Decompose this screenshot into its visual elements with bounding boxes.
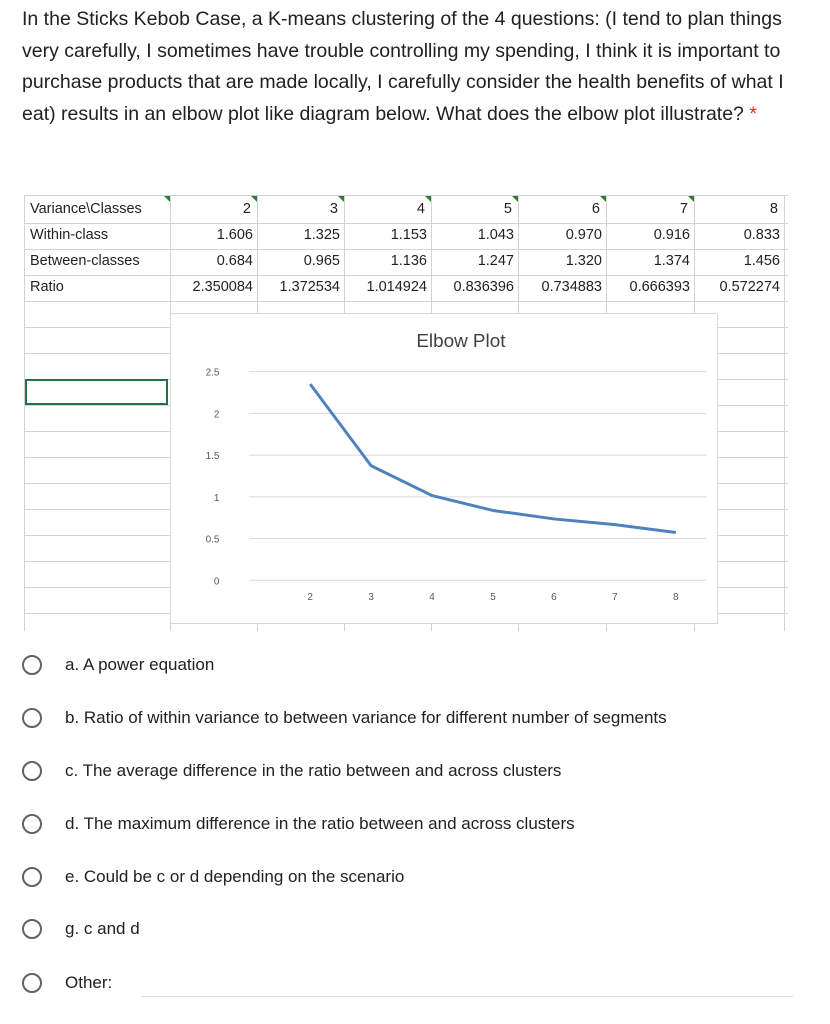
option-label: a. A power equation	[65, 655, 215, 674]
y-tick-label: 1.5	[206, 451, 220, 462]
option-d[interactable]: d. The maximum difference in the ratio b…	[22, 804, 802, 844]
value-cell: 1.043	[477, 227, 514, 243]
class-header-cell: 2	[242, 201, 251, 217]
value-cell: 1.136	[390, 253, 427, 269]
radio-button[interactable]	[22, 655, 42, 675]
header-label-cell: Variance\Classes	[30, 201, 142, 217]
option-b[interactable]: b. Ratio of within variance to between v…	[22, 698, 802, 738]
value-cell: 1.320	[565, 253, 602, 269]
ratio-series-line	[309, 383, 677, 534]
value-cell: 0.836396	[453, 279, 514, 295]
option-e[interactable]: e. Could be c or d depending on the scen…	[22, 857, 802, 897]
question-title: In the Sticks Kebob Case, a K-means clus…	[22, 8, 784, 125]
option-g[interactable]: g. c and d	[22, 909, 802, 949]
value-cell: 1.606	[216, 227, 253, 243]
required-asterisk: *	[749, 102, 757, 125]
value-cell: 0.916	[653, 227, 690, 243]
x-tick-label: 8	[673, 592, 679, 603]
x-tick-label: 6	[551, 592, 557, 603]
class-header-cell: 8	[769, 201, 778, 217]
class-header-cell: 3	[329, 201, 338, 217]
radio-button[interactable]	[22, 814, 42, 834]
value-cell: 0.684	[216, 253, 253, 269]
option-label: Other:	[65, 973, 113, 992]
radio-button[interactable]	[22, 867, 42, 887]
option-label: c. The average difference in the ratio b…	[65, 761, 562, 780]
value-cell: 1.374	[653, 253, 690, 269]
class-header-cell: 4	[416, 201, 425, 217]
value-cell: 1.153	[390, 227, 427, 243]
x-tick-label: 5	[490, 592, 496, 603]
option-other[interactable]: Other:	[22, 963, 802, 1003]
x-tick-label: 4	[429, 592, 435, 603]
option-label: b. Ratio of within variance to between v…	[65, 708, 667, 727]
y-tick-label: 2.5	[206, 368, 220, 379]
y-tick-label: 0.5	[206, 535, 220, 546]
value-cell: 1.014924	[366, 279, 427, 295]
elbow-plot-chart: Elbow Plot 0 0.5 1 1.5 2 2.5 2 3 4 5 6 7 8	[170, 313, 718, 624]
radio-button[interactable]	[22, 973, 42, 993]
value-cell: 1.372534	[279, 279, 340, 295]
question-text: In the Sticks Kebob Case, a K-means clus…	[22, 4, 812, 130]
value-cell: 0.572274	[719, 279, 780, 295]
chart-title: Elbow Plot	[416, 330, 506, 351]
row-label-cell: Between-classes	[30, 253, 140, 269]
class-header-cell: 5	[503, 201, 512, 217]
x-tick-label: 2	[307, 592, 313, 603]
other-text-input[interactable]	[141, 996, 793, 997]
y-tick-label: 2	[214, 409, 220, 420]
value-cell: 0.970	[565, 227, 602, 243]
value-cell: 1.456	[743, 253, 780, 269]
value-cell: 0.666393	[629, 279, 690, 295]
x-tick-label: 3	[368, 592, 374, 603]
y-tick-label: 0	[214, 576, 220, 587]
selected-cell	[25, 379, 168, 405]
option-label: g. c and d	[65, 919, 140, 938]
option-label: d. The maximum difference in the ratio b…	[65, 814, 575, 833]
radio-button[interactable]	[22, 919, 42, 939]
spreadsheet-image: Variance\Classes 2 3 4 5 6 7 8 Within-class 1.606…	[24, 195, 788, 631]
value-cell: 2.350084	[192, 279, 253, 295]
value-cell: 0.833	[743, 227, 780, 243]
option-a[interactable]: a. A power equation	[22, 645, 802, 685]
value-cell: 0.734883	[541, 279, 602, 295]
option-c[interactable]: c. The average difference in the ratio b…	[22, 751, 802, 791]
row-label-cell: Ratio	[30, 279, 64, 295]
y-tick-label: 1	[214, 493, 220, 504]
class-header-cell: 7	[679, 201, 688, 217]
class-header-cell: 6	[591, 201, 600, 217]
row-label-cell: Within-class	[30, 227, 109, 243]
value-cell: 0.965	[303, 253, 340, 269]
value-cell: 1.247	[477, 253, 514, 269]
x-tick-label: 7	[612, 592, 618, 603]
option-label: e. Could be c or d depending on the scen…	[65, 867, 405, 886]
radio-button[interactable]	[22, 708, 42, 728]
value-cell: 1.325	[303, 227, 340, 243]
radio-button[interactable]	[22, 761, 42, 781]
